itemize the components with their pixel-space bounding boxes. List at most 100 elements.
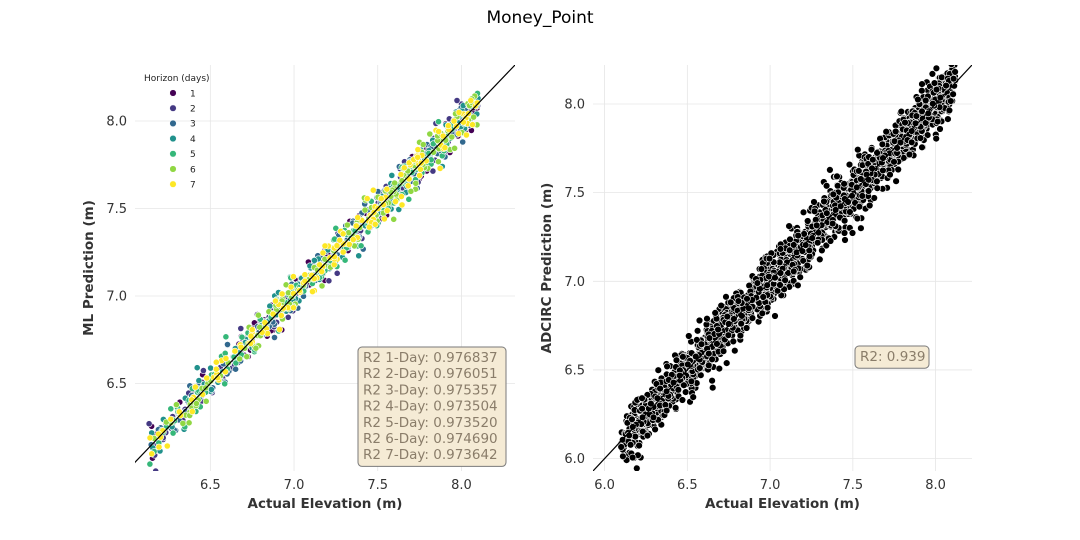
data-point — [237, 343, 245, 351]
data-point — [776, 281, 784, 289]
y-tick-label: 6.0 — [564, 452, 585, 467]
x-axis-label: Actual Elevation (m) — [705, 496, 860, 512]
data-point — [921, 96, 930, 105]
data-point — [653, 394, 662, 402]
legend-label: 5 — [190, 150, 196, 160]
data-point — [663, 362, 671, 371]
data-point — [857, 224, 865, 232]
data-point — [191, 383, 199, 391]
data-point — [639, 427, 647, 436]
stats-line: R2 2-Day: 0.976051 — [363, 366, 498, 382]
data-point — [301, 277, 309, 285]
data-point — [287, 283, 295, 291]
data-point — [284, 313, 292, 321]
data-point — [271, 334, 278, 341]
data-point — [380, 215, 388, 223]
data-point — [855, 167, 863, 175]
data-point — [848, 192, 856, 200]
data-point — [628, 453, 637, 462]
data-point — [336, 236, 344, 244]
data-point — [333, 269, 341, 277]
legend-label: 4 — [190, 135, 196, 145]
data-point — [221, 380, 229, 388]
scatter-points — [617, 52, 959, 471]
data-point — [155, 443, 163, 451]
data-point — [319, 249, 327, 257]
data-point — [185, 419, 193, 427]
data-point — [916, 134, 925, 142]
data-point — [833, 172, 841, 181]
data-point — [753, 279, 762, 287]
x-tick-label: 7.5 — [842, 478, 863, 493]
data-point — [175, 408, 183, 416]
data-point — [933, 117, 942, 126]
data-point — [407, 187, 415, 195]
data-point — [894, 165, 902, 174]
data-point — [202, 397, 210, 405]
data-point — [840, 217, 849, 225]
data-point — [631, 432, 639, 441]
data-point — [759, 293, 767, 301]
x-tick-label: 6.5 — [677, 478, 698, 493]
data-point — [247, 332, 255, 340]
data-point — [789, 277, 798, 285]
legend-label: 1 — [190, 89, 196, 99]
data-point — [448, 133, 456, 141]
data-point — [864, 187, 873, 195]
data-point — [708, 377, 716, 385]
data-point — [400, 164, 408, 172]
data-point — [169, 429, 177, 437]
data-point — [818, 246, 826, 255]
data-point — [469, 121, 476, 129]
data-point — [823, 209, 831, 217]
data-point — [763, 304, 772, 312]
data-point — [865, 201, 874, 210]
data-point — [674, 386, 682, 394]
data-point — [918, 86, 926, 95]
data-point — [247, 339, 254, 347]
data-point — [799, 257, 807, 265]
data-point — [734, 297, 743, 305]
data-point — [695, 316, 704, 325]
data-point — [339, 248, 347, 256]
data-point — [436, 164, 444, 172]
data-point — [167, 405, 175, 413]
data-point — [781, 276, 789, 284]
data-point — [643, 431, 652, 440]
y-tick-label: 8.0 — [564, 98, 585, 113]
data-point — [918, 107, 926, 116]
data-point — [947, 97, 955, 105]
data-point — [826, 166, 834, 174]
data-point — [395, 206, 403, 213]
data-point — [339, 230, 347, 238]
data-point — [689, 393, 697, 401]
data-point — [886, 171, 894, 179]
stats-line: R2 3-Day: 0.975357 — [363, 382, 498, 398]
data-point — [858, 192, 866, 200]
data-point — [949, 90, 957, 98]
data-point — [705, 349, 713, 358]
data-point — [649, 413, 658, 422]
data-point — [678, 396, 687, 404]
data-point — [951, 52, 958, 59]
data-point — [310, 256, 318, 264]
data-point — [724, 320, 733, 328]
data-point — [188, 396, 196, 404]
data-point — [841, 236, 849, 244]
data-point — [932, 65, 941, 72]
data-point — [789, 267, 798, 275]
data-point — [224, 341, 231, 348]
y-tick-label: 7.5 — [564, 186, 585, 201]
legend-marker — [169, 89, 177, 97]
stats-box — [854, 345, 930, 369]
data-point — [430, 148, 437, 156]
stats-line: R2: 0.939 — [860, 349, 925, 365]
data-point — [794, 281, 802, 289]
data-point — [439, 132, 447, 140]
data-point — [145, 420, 153, 428]
data-point — [332, 224, 340, 232]
data-point — [951, 54, 958, 61]
data-point — [853, 183, 861, 192]
data-point — [467, 97, 475, 104]
data-point — [868, 164, 876, 173]
